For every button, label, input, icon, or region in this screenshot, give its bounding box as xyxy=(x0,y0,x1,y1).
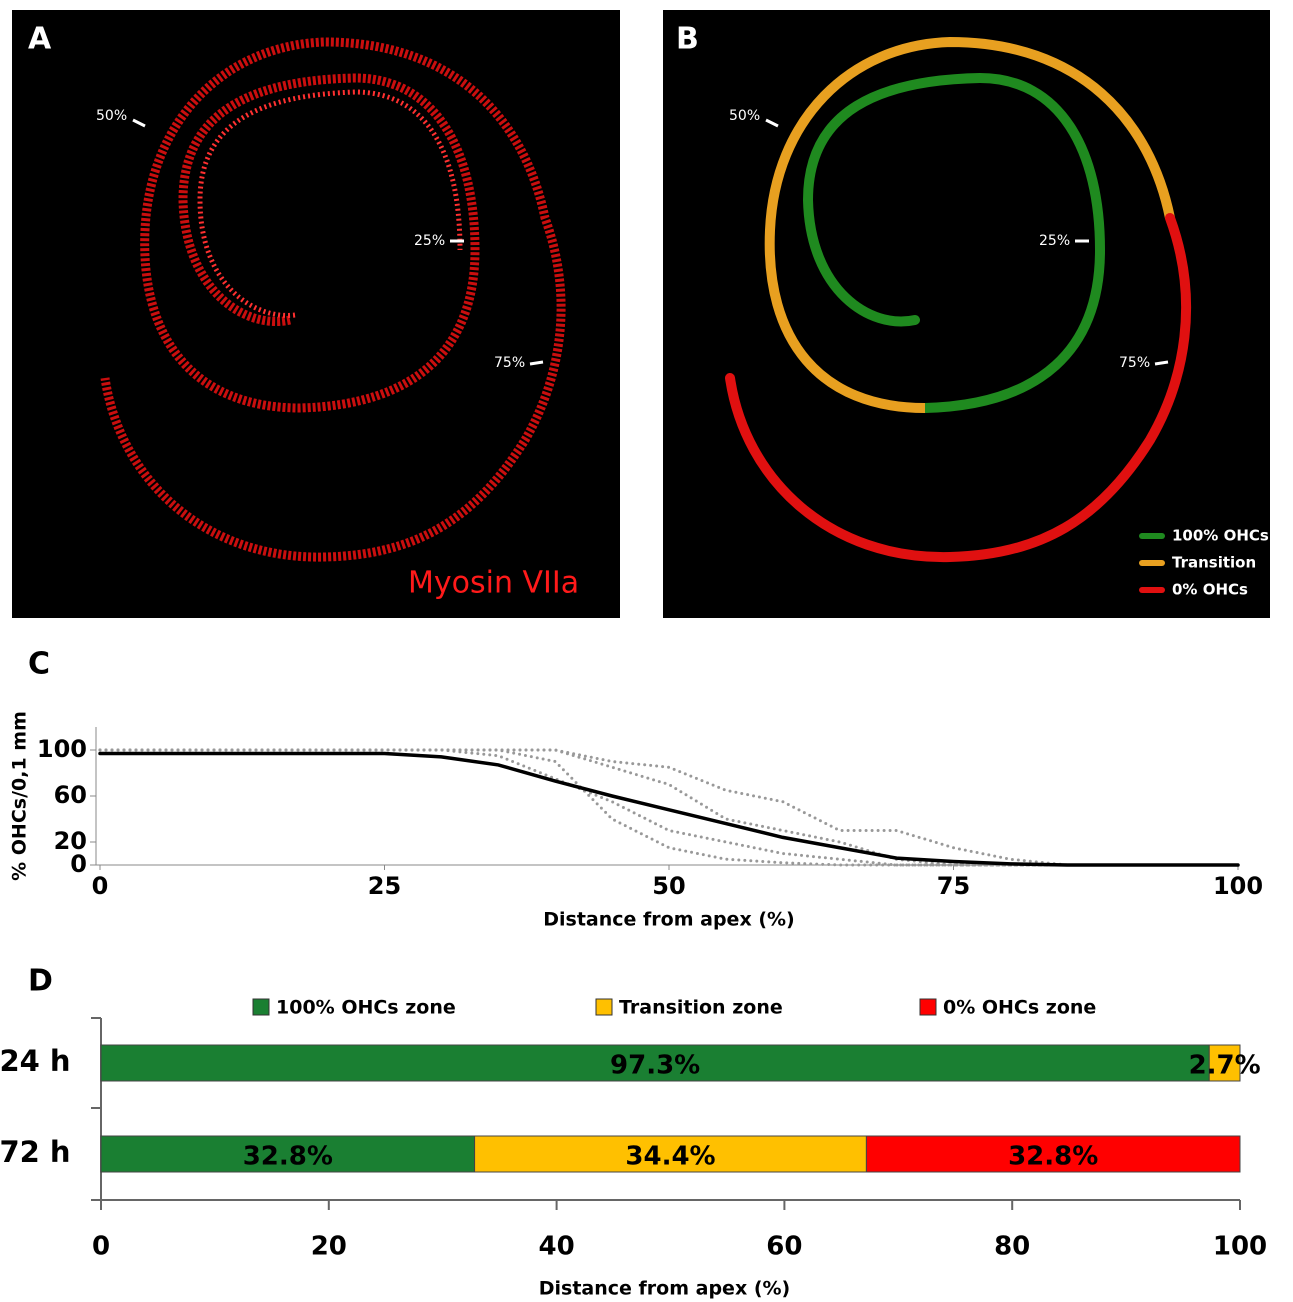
position-marks xyxy=(132,118,1169,366)
x-axis-title: Distance from apex (%) xyxy=(543,909,794,931)
y-tick-label: 60 xyxy=(54,781,87,809)
legend-swatches xyxy=(1139,533,1165,593)
legend-swatch xyxy=(252,998,270,1016)
legend-swatch xyxy=(919,998,937,1016)
panel-b-image xyxy=(663,10,1270,618)
position-label: 75% xyxy=(494,355,525,371)
x-tick-label: 100 xyxy=(1213,1232,1267,1262)
legend-label: 0% OHCs zone xyxy=(943,997,1096,1019)
x-tick-label: 0 xyxy=(92,1232,110,1262)
x-tick-label: 60 xyxy=(766,1232,802,1262)
panel-label: A xyxy=(28,22,52,57)
bar-segment xyxy=(100,1044,1210,1082)
bar-segment xyxy=(100,1135,476,1173)
green-zone xyxy=(802,72,1106,413)
legend-swatch xyxy=(595,998,613,1016)
position-label: 50% xyxy=(96,108,127,124)
bar-segment xyxy=(1208,1044,1241,1082)
legend-label: 0% OHCs xyxy=(1172,581,1248,599)
data-label: 97.3% xyxy=(610,1051,700,1081)
legend-label: 100% OHCs xyxy=(1172,527,1269,545)
position-label: 25% xyxy=(414,233,445,249)
x-tick-label: 80 xyxy=(994,1232,1030,1262)
category-label: 72 h xyxy=(0,1135,71,1169)
data-label: 32.8% xyxy=(243,1142,333,1172)
x-tick-label: 50 xyxy=(652,872,685,900)
category-label: 24 h xyxy=(0,1044,71,1078)
myosin-spiral xyxy=(100,37,566,562)
position-label: 75% xyxy=(1119,355,1150,371)
position-label: 50% xyxy=(729,108,760,124)
panel-a-image xyxy=(12,10,620,618)
panel-label: C xyxy=(28,647,50,682)
transition-zone xyxy=(764,36,1175,413)
legend-label: Transition zone xyxy=(619,997,783,1019)
y-tick-label: 0 xyxy=(70,850,87,878)
legend-label: 100% OHCs zone xyxy=(276,997,456,1019)
x-axis-title: Distance from apex (%) xyxy=(539,1278,790,1300)
data-label: 34.4% xyxy=(625,1142,715,1172)
x-tick-label: 100 xyxy=(1213,872,1263,900)
x-tick-label: 25 xyxy=(368,872,401,900)
bar-segment xyxy=(474,1135,867,1173)
stain-label: Myosin VIIa xyxy=(408,566,579,601)
data-label: 2.7% xyxy=(1189,1051,1261,1081)
panel-label: B xyxy=(676,22,699,57)
bar-segment xyxy=(865,1135,1241,1173)
x-tick-label: 40 xyxy=(539,1232,575,1262)
x-tick-label: 0 xyxy=(92,872,109,900)
y-tick-label: 100 xyxy=(37,735,87,763)
x-tick-label: 75 xyxy=(937,872,970,900)
y-axis-title: % OHCs/0,1 mm xyxy=(9,711,31,881)
x-tick-label: 20 xyxy=(311,1232,347,1262)
red-zone xyxy=(725,213,1192,563)
panel-label: D xyxy=(28,964,53,999)
position-label: 25% xyxy=(1039,233,1070,249)
legend-label: Transition xyxy=(1172,554,1256,572)
y-tick-label: 20 xyxy=(54,827,87,855)
data-label: 32.8% xyxy=(1008,1142,1098,1172)
dotted-trace xyxy=(98,748,1240,867)
mean-line xyxy=(98,751,1240,867)
